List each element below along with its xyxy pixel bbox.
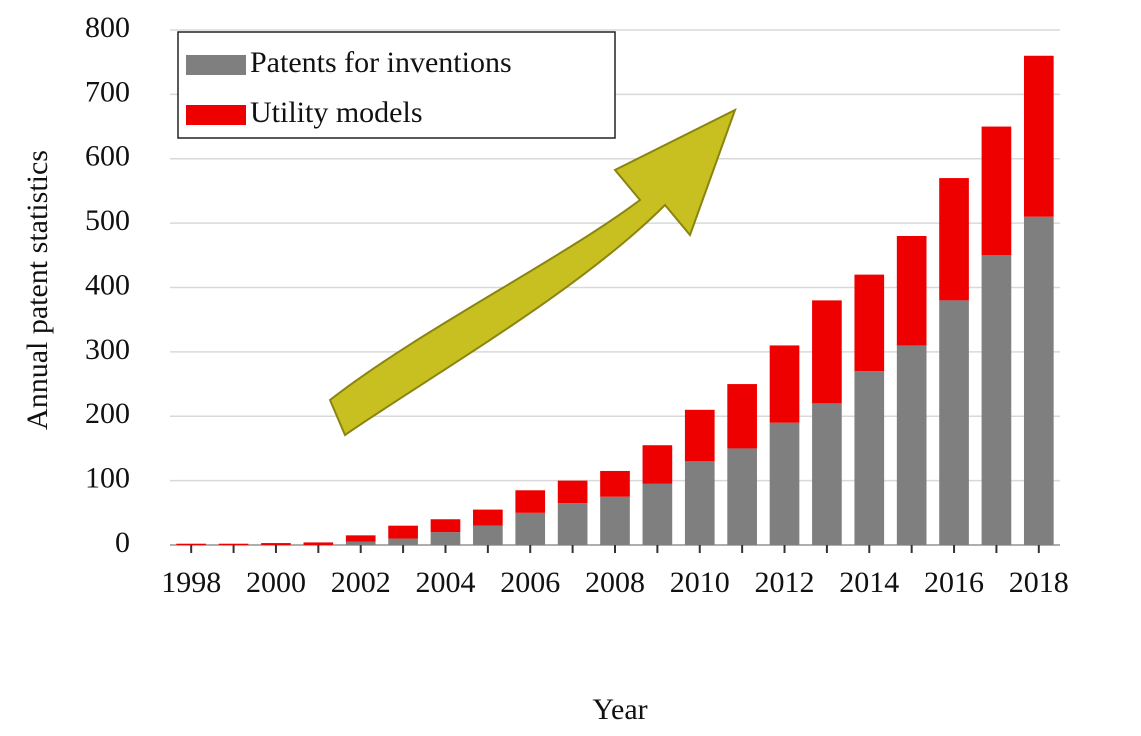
y-tick-label: 600 <box>85 140 130 173</box>
bar-segment <box>939 300 969 545</box>
x-tick-label: 2012 <box>755 566 815 599</box>
legend-label: Patents for inventions <box>250 46 512 79</box>
bar-segment <box>558 481 588 504</box>
bar-segment <box>431 532 461 545</box>
bar-segment <box>854 371 884 545</box>
x-tick-label: 2008 <box>585 566 645 599</box>
bar-segment <box>812 403 842 545</box>
y-tick-label: 0 <box>115 526 130 559</box>
x-axis-label: Year <box>592 693 647 726</box>
legend: Patents for inventions Utility models <box>178 32 615 138</box>
bar-segment <box>346 542 376 545</box>
bar-segment <box>854 275 884 372</box>
y-tick-label: 300 <box>85 333 130 366</box>
bar-segment <box>685 461 715 545</box>
bar-segment <box>261 543 291 545</box>
bar-segment <box>600 471 630 497</box>
x-tick-label: 2010 <box>670 566 730 599</box>
bar-segment <box>388 539 418 545</box>
y-tick-label: 800 <box>85 11 130 44</box>
y-tick-label: 400 <box>85 268 130 301</box>
bar-segment <box>982 127 1012 256</box>
bar-segment <box>897 345 927 545</box>
y-tick-label: 100 <box>85 462 130 495</box>
bar-segment <box>515 513 545 545</box>
bar-segment <box>643 445 673 484</box>
bar-segment <box>473 526 503 545</box>
bar-segment <box>1024 217 1054 545</box>
y-axis-label: Annual patent statistics <box>21 150 54 430</box>
chart: Annual patent statistics Year 0 100 200 300… <box>0 0 1141 736</box>
bar-segment <box>176 544 206 545</box>
bar-segment <box>515 490 545 513</box>
y-tick-label: 700 <box>85 75 130 108</box>
bar-segment <box>897 236 927 345</box>
x-tick-label: 2018 <box>1009 566 1069 599</box>
bar-segment <box>982 255 1012 545</box>
bar-segment <box>939 178 969 300</box>
legend-swatch <box>186 55 246 75</box>
bar-segment <box>727 384 757 448</box>
bar-segment <box>812 300 842 403</box>
x-tick-label: 2000 <box>246 566 306 599</box>
x-tick-label: 2002 <box>331 566 391 599</box>
bar-segment <box>643 484 673 545</box>
bar-segment <box>685 410 715 462</box>
bar-segment <box>473 510 503 526</box>
x-tick-label: 2016 <box>924 566 984 599</box>
bar-segment <box>770 345 800 422</box>
bar-segment <box>1024 56 1054 217</box>
bar-segment <box>558 503 588 545</box>
bar-segment <box>219 544 249 545</box>
y-tick-label: 200 <box>85 397 130 430</box>
bar-segment <box>431 519 461 532</box>
bar-segment <box>346 535 376 541</box>
x-tick-label: 1998 <box>161 566 221 599</box>
bar-segment <box>304 542 334 545</box>
legend-swatch <box>186 105 246 125</box>
bar-segment <box>770 423 800 545</box>
bar-segment <box>727 448 757 545</box>
x-tick-label: 2006 <box>500 566 560 599</box>
x-tick-label: 2014 <box>839 566 899 599</box>
bar-segment <box>388 526 418 539</box>
x-tick-label: 2004 <box>415 566 475 599</box>
legend-label: Utility models <box>250 96 423 129</box>
y-tick-label: 500 <box>85 204 130 237</box>
bar-segment <box>600 497 630 545</box>
